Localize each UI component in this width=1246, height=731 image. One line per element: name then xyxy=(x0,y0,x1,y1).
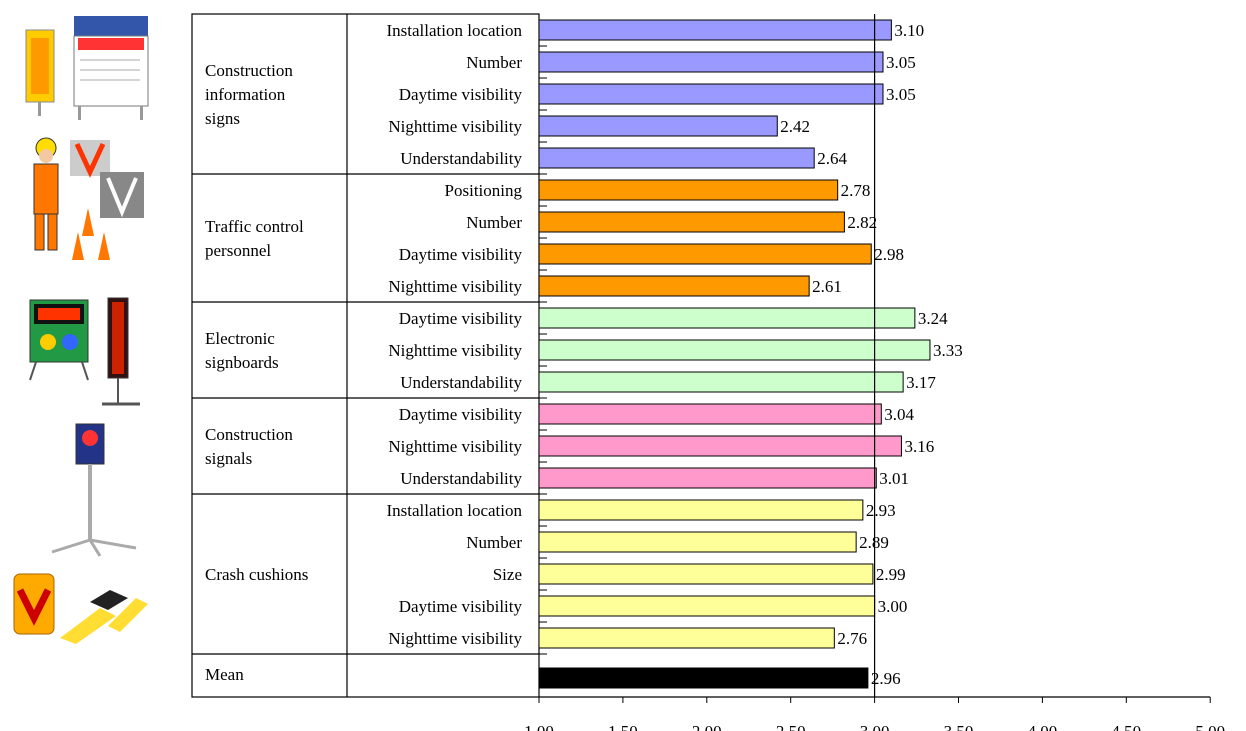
x-tick-label: 1.50 xyxy=(608,722,638,731)
bar-construction-information-signs-number xyxy=(538,51,884,73)
item-label: Daytime visibility xyxy=(399,597,523,616)
value-label: 3.05 xyxy=(886,85,916,104)
item-label: Nighttime visibility xyxy=(388,437,522,456)
item-label: Nighttime visibility xyxy=(388,277,522,296)
value-label: 2.98 xyxy=(874,245,904,264)
group-label-electronic-signboards: Electronic signboards xyxy=(205,329,279,372)
item-label: Size xyxy=(493,565,522,584)
value-label: 3.04 xyxy=(884,405,914,424)
bar-traffic-control-personnel-nighttime-visibility xyxy=(538,275,810,297)
x-tick-label: 5.00 xyxy=(1195,722,1225,731)
bar-crash-cushions-size xyxy=(538,563,874,585)
bar-traffic-control-personnel-daytime-visibility xyxy=(538,243,872,265)
item-label: Installation location xyxy=(387,501,523,520)
bar-mean-mean xyxy=(538,667,869,689)
bar-construction-signals-understandability xyxy=(538,467,877,489)
bar-construction-information-signs-understandability xyxy=(538,147,815,169)
value-label: 2.78 xyxy=(841,181,871,200)
bar-crash-cushions-daytime-visibility xyxy=(538,595,876,617)
group-label-construction-information-signs: Construction information signs xyxy=(205,61,293,128)
value-label: 2.93 xyxy=(866,501,896,520)
item-label: Number xyxy=(466,213,522,232)
value-label: 3.05 xyxy=(886,53,916,72)
item-label: Daytime visibility xyxy=(399,405,523,424)
x-tick-label: 2.50 xyxy=(776,722,806,731)
electronic-signboard-icon xyxy=(29,297,140,406)
bars: 3.10 3.05 3.05 2.42 2.64 2.78 2.82 2.98 2.61 3.24… xyxy=(538,14,963,697)
item-label: Understandability xyxy=(400,149,522,168)
item-label: Nighttime visibility xyxy=(388,629,522,648)
bar-construction-information-signs-nighttime-visibility xyxy=(538,115,778,137)
construction-signal-icon xyxy=(51,423,137,557)
value-label: 3.33 xyxy=(933,341,963,360)
bar-electronic-signboards-nighttime-visibility xyxy=(538,339,931,361)
bar-construction-information-signs-installation-location xyxy=(538,19,892,41)
value-label: 2.82 xyxy=(847,213,877,232)
bar-traffic-control-personnel-number xyxy=(538,211,845,233)
category-table: Construction information signs Installation… xyxy=(191,13,540,698)
x-tick-label: 3.00 xyxy=(860,722,890,731)
item-label: Number xyxy=(466,533,522,552)
value-label: 3.17 xyxy=(906,373,936,392)
bar-crash-cushions-number xyxy=(538,531,857,553)
value-label: 2.42 xyxy=(780,117,810,136)
x-tick-label: 4.00 xyxy=(1028,722,1058,731)
bar-electronic-signboards-daytime-visibility xyxy=(538,307,916,329)
value-label: 2.96 xyxy=(871,669,901,688)
bar-construction-signals-nighttime-visibility xyxy=(538,435,902,457)
item-label: Positioning xyxy=(445,181,523,200)
construction-sign-icon xyxy=(25,16,149,120)
traffic-controller-icon xyxy=(33,137,144,260)
value-label: 3.10 xyxy=(894,21,924,40)
item-label: Understandability xyxy=(400,373,522,392)
group-label-mean: Mean xyxy=(205,665,244,684)
value-label: 3.01 xyxy=(879,469,909,488)
group-label-traffic-control-personnel: Traffic control personnel xyxy=(205,217,304,260)
item-label: Daytime visibility xyxy=(399,245,523,264)
group-label-crash-cushions: Crash cushions xyxy=(205,565,308,584)
x-tick-label: 2.00 xyxy=(692,722,722,731)
value-label: 2.76 xyxy=(837,629,867,648)
value-label: 3.00 xyxy=(878,597,908,616)
group-label-construction-signals: Construction signals xyxy=(205,425,293,468)
item-label: Understandability xyxy=(400,469,522,488)
value-label: 3.16 xyxy=(904,437,934,456)
x-tick-label: 4.50 xyxy=(1111,722,1141,731)
item-label: Nighttime visibility xyxy=(388,341,522,360)
bar-crash-cushions-nighttime-visibility xyxy=(538,627,835,649)
bar-construction-signals-daytime-visibility xyxy=(538,403,882,425)
value-label: 2.99 xyxy=(876,565,906,584)
value-label: 2.64 xyxy=(817,149,847,168)
bar-crash-cushions-installation-location xyxy=(538,499,864,521)
bar-construction-information-signs-daytime-visibility xyxy=(538,83,884,105)
item-label: Installation location xyxy=(387,21,523,40)
value-label: 2.61 xyxy=(812,277,842,296)
value-label: 3.24 xyxy=(918,309,948,328)
crash-cushion-icon xyxy=(13,573,148,644)
x-axis: 1.00 1.50 2.00 2.50 3.00 3.50 4.00 4.50 5.00 xyxy=(524,696,1225,731)
x-tick-label: 1.00 xyxy=(524,722,554,731)
bar-electronic-signboards-understandability xyxy=(538,371,904,393)
item-label: Nighttime visibility xyxy=(388,117,522,136)
item-label: Daytime visibility xyxy=(399,85,523,104)
bar-traffic-control-personnel-positioning xyxy=(538,179,839,201)
item-label: Daytime visibility xyxy=(399,309,523,328)
x-tick-label: 3.50 xyxy=(944,722,974,731)
item-label: Number xyxy=(466,53,522,72)
